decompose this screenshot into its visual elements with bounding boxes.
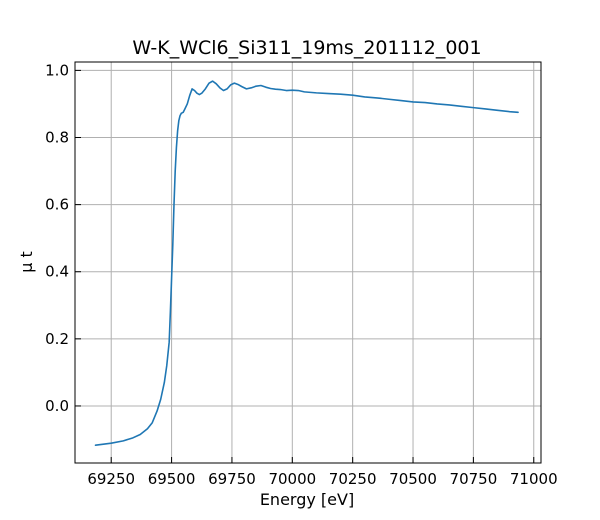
x-tick-label: 69500 bbox=[148, 470, 196, 488]
x-tick-label: 70250 bbox=[329, 470, 377, 488]
chart-title: W-K_WCl6_Si311_19ms_201112_001 bbox=[132, 37, 481, 59]
series-line bbox=[94, 80, 519, 447]
x-tick-label: 69750 bbox=[208, 470, 256, 488]
grid-lines bbox=[75, 62, 541, 463]
x-axis-label: Energy [eV] bbox=[260, 490, 354, 509]
y-tick-label: 0.8 bbox=[45, 129, 69, 147]
x-tick-label: 70750 bbox=[450, 470, 498, 488]
y-tick-label: 0.2 bbox=[45, 330, 69, 348]
x-tick-label: 71000 bbox=[510, 470, 558, 488]
series-layer bbox=[94, 80, 519, 447]
axis-ticks: 69250 69500 69750 70000 70250 70500 70750 71000… bbox=[45, 61, 557, 488]
y-tick-label: 0.0 bbox=[45, 397, 69, 415]
plot-frame bbox=[74, 61, 542, 464]
y-tick-label: 0.6 bbox=[45, 196, 69, 214]
x-tick-label: 69250 bbox=[87, 470, 135, 488]
x-tick-label: 70000 bbox=[268, 470, 316, 488]
y-axis-label: μ t bbox=[17, 251, 36, 273]
x-tick-label: 70500 bbox=[389, 470, 437, 488]
y-tick-label: 0.4 bbox=[45, 263, 69, 281]
y-tick-label: 1.0 bbox=[45, 61, 69, 79]
